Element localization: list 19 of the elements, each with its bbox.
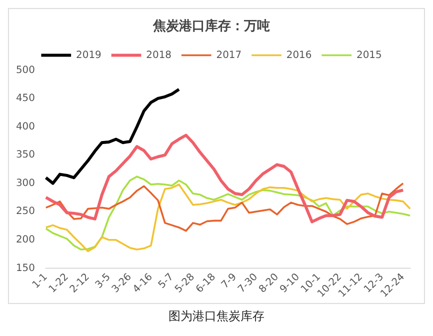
legend-label: 2019 xyxy=(76,50,102,61)
y-tick-label: 350 xyxy=(16,150,35,161)
legend-label: 2017 xyxy=(216,50,242,61)
y-tick-label: 500 xyxy=(16,64,35,76)
x-tick-label: 1-1 xyxy=(30,272,50,291)
x-tick-label: 3-5 xyxy=(94,272,113,291)
legend-label: 2018 xyxy=(146,50,172,61)
legend-label: 2016 xyxy=(286,50,312,61)
y-tick-label: 200 xyxy=(16,234,35,246)
y-tick-label: 300 xyxy=(16,178,35,189)
y-tick-label: 250 xyxy=(16,206,35,218)
y-tick-label: 150 xyxy=(16,262,35,274)
chart-title: 焦炭港口库存：万吨 xyxy=(152,18,270,34)
x-tick-label: 7-9 xyxy=(220,272,239,291)
legend-label: 2015 xyxy=(356,50,382,61)
x-tick-label: 5-7 xyxy=(156,272,176,291)
y-tick-label: 450 xyxy=(16,93,35,104)
y-tick-label: 400 xyxy=(16,121,35,132)
text: 图为港口焦炭库存 xyxy=(168,308,266,325)
